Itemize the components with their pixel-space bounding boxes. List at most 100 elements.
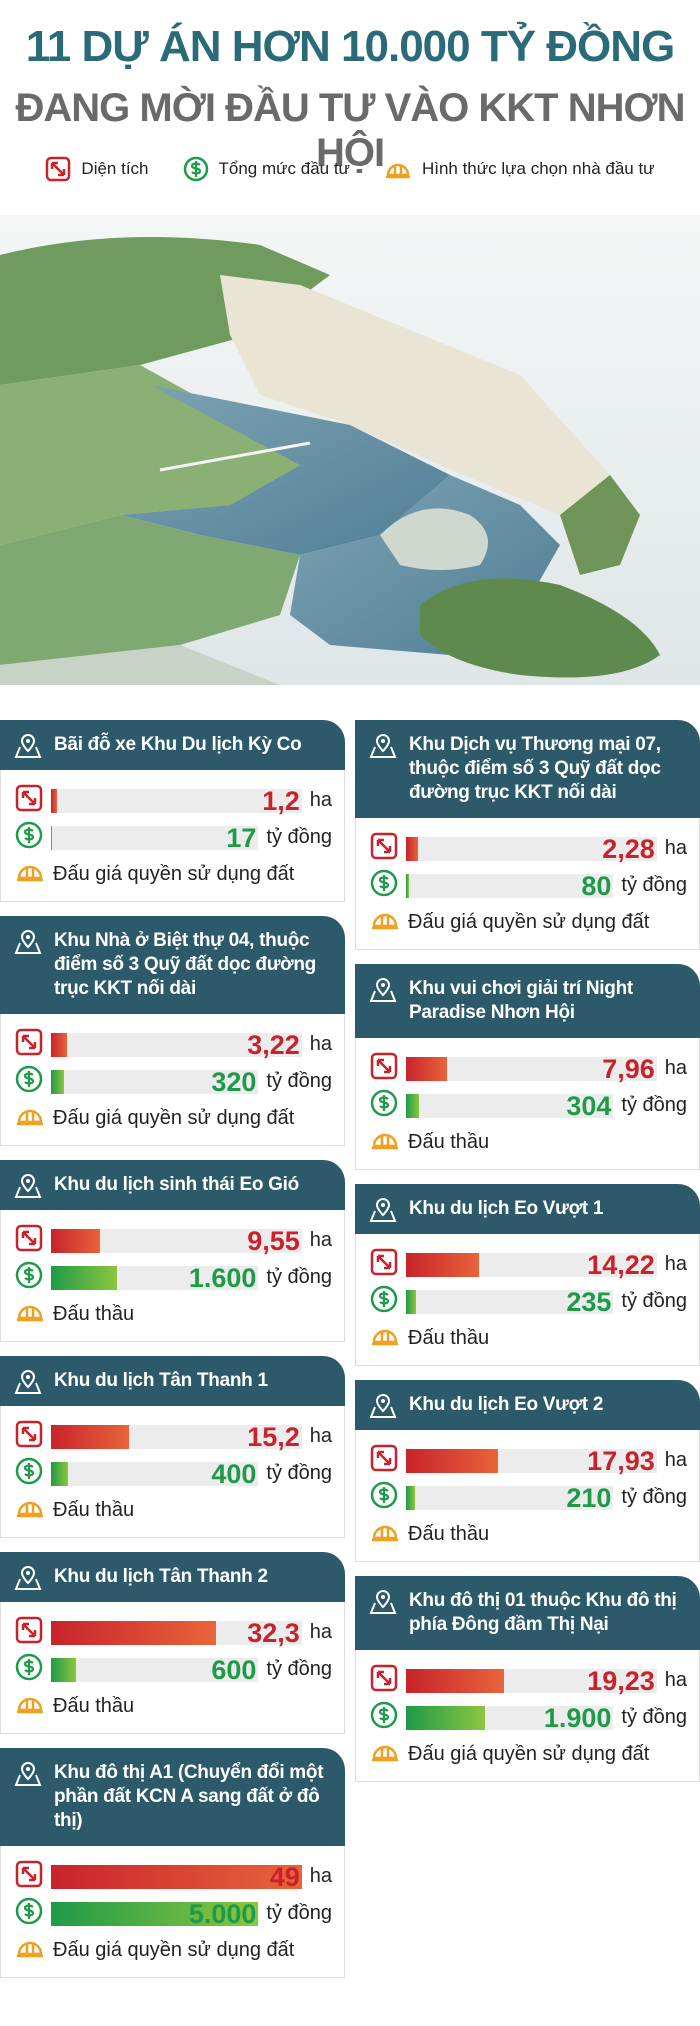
icon <box>14 1369 42 1394</box>
investment-value: 400 <box>211 1458 257 1489</box>
investment-row: 304 tỷ đồng <box>370 1087 687 1124</box>
unit: ha <box>309 1229 332 1251</box>
icon <box>370 1444 398 1472</box>
investment-value: 320 <box>211 1066 257 1097</box>
icon <box>370 1052 398 1080</box>
icon <box>370 1285 398 1313</box>
unit: tỷ đồng <box>621 1290 687 1312</box>
icon <box>372 1525 398 1542</box>
area-row: 1,2 ha <box>15 782 332 819</box>
area-value: 7,96 <box>602 1053 655 1084</box>
card-body: 32,3 ha 600 tỷ đồng Đấu thầu <box>0 1602 345 1734</box>
bar-track: 80 <box>406 871 614 901</box>
legend-item: Tổng mức đầu tư <box>183 156 350 182</box>
method-row: Đấu giá quyền sử dụng đất <box>370 904 687 941</box>
method-icon <box>15 1934 45 1967</box>
investment-row: 1.900 tỷ đồng <box>370 1699 687 1736</box>
icon <box>369 977 397 1002</box>
area-bar <box>406 1448 498 1473</box>
unit: ha <box>664 1669 687 1691</box>
unit: ha <box>664 1057 687 1079</box>
legend-label: Hình thức lựa chọn nhà đầu tư <box>421 159 655 178</box>
bar-track: 2,28 <box>406 834 657 864</box>
unit: tỷ đồng <box>621 874 687 896</box>
icon <box>15 821 43 849</box>
unit: ha <box>664 1253 687 1275</box>
area-icon <box>370 1664 398 1697</box>
project-card: Khu du lịch Eo Vượt 2 17,93 ha 210 tỷ đồng Đấ… <box>355 1380 700 1562</box>
icon <box>15 1860 43 1888</box>
area-icon <box>370 1444 398 1477</box>
title: 11 DỰ ÁN HƠN 10.000 TỶ ĐỒNG <box>25 22 676 71</box>
investment-row: 80 tỷ đồng <box>370 867 687 904</box>
method-row: Đấu thầu <box>15 1492 332 1529</box>
icon <box>17 1941 43 1958</box>
project-name: Khu vui chơi giải trí Night Paradise Nhơ… <box>409 978 633 1023</box>
area-icon <box>15 1420 43 1453</box>
unit: tỷ đồng <box>621 1094 687 1116</box>
method-row: Đấu thầu <box>15 1296 332 1333</box>
project-card: Khu du lịch Eo Vượt 1 14,22 ha 235 tỷ đồng Đấ… <box>355 1184 700 1366</box>
project-name: Khu du lịch Tân Thanh 2 <box>54 1566 268 1587</box>
project-card: Bãi đỗ xe Khu Du lịch Kỳ Co 1,2 ha 17 tỷ đồn… <box>0 720 345 902</box>
method: Đấu thầu <box>408 1523 490 1545</box>
bar-track: 14,22 <box>406 1250 657 1280</box>
unit: ha <box>309 1425 332 1447</box>
card-body: 17,93 ha 210 tỷ đồng Đấu thầu <box>355 1430 700 1562</box>
icon <box>369 733 397 758</box>
bar-track: 15,2 <box>51 1422 302 1452</box>
card-header: Khu đô thị 01 thuộc Khu đô thị phía Đông… <box>355 1576 700 1650</box>
project-name: Khu Nhà ở Biệt thự 04, thuộc điểm số 3 Q… <box>54 930 316 999</box>
area-icon <box>370 1248 398 1281</box>
bar-track: 320 <box>51 1067 259 1097</box>
investment-value: 210 <box>566 1482 612 1513</box>
method-icon <box>370 1126 400 1159</box>
card-body: 2,28 ha 80 tỷ đồng Đấu giá quyền sử dụng đất <box>355 818 700 950</box>
method-icon <box>15 1494 45 1527</box>
investment-icon <box>15 1897 43 1930</box>
icon <box>372 1329 398 1346</box>
area-bar <box>51 1032 68 1057</box>
area-value: 3,22 <box>247 1029 300 1060</box>
icon <box>17 1109 43 1126</box>
project-name: Khu đô thị 01 thuộc Khu đô thị phía Đông… <box>409 1590 677 1635</box>
legend-label: Tổng mức đầu tư <box>218 159 350 178</box>
bar-track: 19,23 <box>406 1666 657 1696</box>
investment-row: 400 tỷ đồng <box>15 1455 332 1492</box>
icon <box>15 784 43 812</box>
method: Đấu giá quyền sử dụng đất <box>408 1743 650 1765</box>
bar-track: 32,3 <box>51 1618 302 1648</box>
area-bar <box>51 1864 302 1889</box>
area-icon <box>15 1028 43 1061</box>
unit: tỷ đồng <box>266 1462 332 1484</box>
area-row: 2,28 ha <box>370 830 687 867</box>
bar-track: 600 <box>51 1655 259 1685</box>
area-value: 9,55 <box>247 1225 300 1256</box>
investment-icon <box>15 1261 43 1294</box>
icon <box>14 929 42 954</box>
unit: ha <box>664 1449 687 1471</box>
icon <box>372 1133 398 1150</box>
investment-bar <box>406 1705 485 1730</box>
method-row: Đấu thầu <box>15 1688 332 1725</box>
unit: ha <box>309 789 332 811</box>
area-icon <box>15 1224 43 1257</box>
investment-bar <box>406 1093 419 1118</box>
investment-icon <box>15 1653 43 1686</box>
investment-bar <box>51 1069 65 1094</box>
bar-track: 17 <box>51 823 259 853</box>
icon <box>15 1420 43 1448</box>
icon <box>17 865 43 882</box>
method-icon <box>15 1298 45 1331</box>
icon <box>15 1028 43 1056</box>
card-header: Khu Nhà ở Biệt thự 04, thuộc điểm số 3 Q… <box>0 916 345 1014</box>
legend-label: Diện tích <box>81 159 149 178</box>
area-bar <box>51 1228 100 1253</box>
method: Đấu giá quyền sử dụng đất <box>53 863 295 885</box>
unit: tỷ đồng <box>266 1070 332 1092</box>
icon <box>15 1897 43 1925</box>
card-body: 1,2 ha 17 tỷ đồng Đấu giá quyền sử dụng đất <box>0 770 345 902</box>
area-value: 19,23 <box>587 1665 655 1696</box>
project-card: Khu đô thị A1 (Chuyển đổi một phần đất K… <box>0 1748 345 1978</box>
bar-track: 49 <box>51 1862 302 1892</box>
